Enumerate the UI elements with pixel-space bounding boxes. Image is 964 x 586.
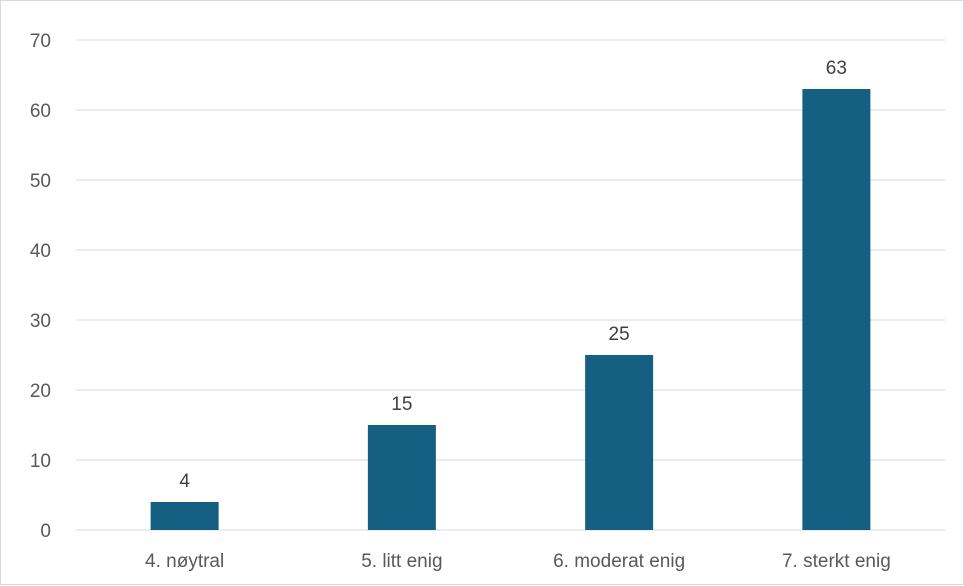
- bar: [367, 425, 436, 530]
- y-tick-label: 10: [30, 451, 51, 472]
- y-tick-label: 70: [30, 31, 51, 52]
- data-label: 15: [391, 394, 412, 415]
- y-tick-label: 30: [30, 311, 51, 332]
- bar: [802, 89, 871, 530]
- x-tick-label: 6. moderat enig: [553, 551, 685, 572]
- x-tick-label: 7. sterkt enig: [782, 551, 891, 572]
- data-labels: 4 15 25 63: [179, 58, 847, 492]
- data-label: 63: [826, 58, 847, 79]
- y-tick-label: 50: [30, 171, 51, 192]
- bar: [150, 502, 219, 530]
- x-tick-label: 5. litt enig: [361, 551, 442, 572]
- y-axis-tick-labels: 0 10 20 30 40 50 60 70: [30, 31, 51, 542]
- bars: [150, 89, 871, 530]
- y-tick-label: 40: [30, 241, 51, 262]
- data-label: 25: [609, 324, 630, 345]
- x-axis-tick-labels: 4. nøytral 5. litt enig 6. moderat enig 7. …: [145, 551, 891, 572]
- gridlines: [76, 39, 945, 531]
- data-label: 4: [179, 471, 190, 492]
- y-tick-label: 0: [40, 521, 51, 542]
- y-tick-label: 20: [30, 381, 51, 402]
- bar: [585, 355, 654, 530]
- x-tick-label: 4. nøytral: [145, 551, 224, 572]
- y-tick-label: 60: [30, 101, 51, 122]
